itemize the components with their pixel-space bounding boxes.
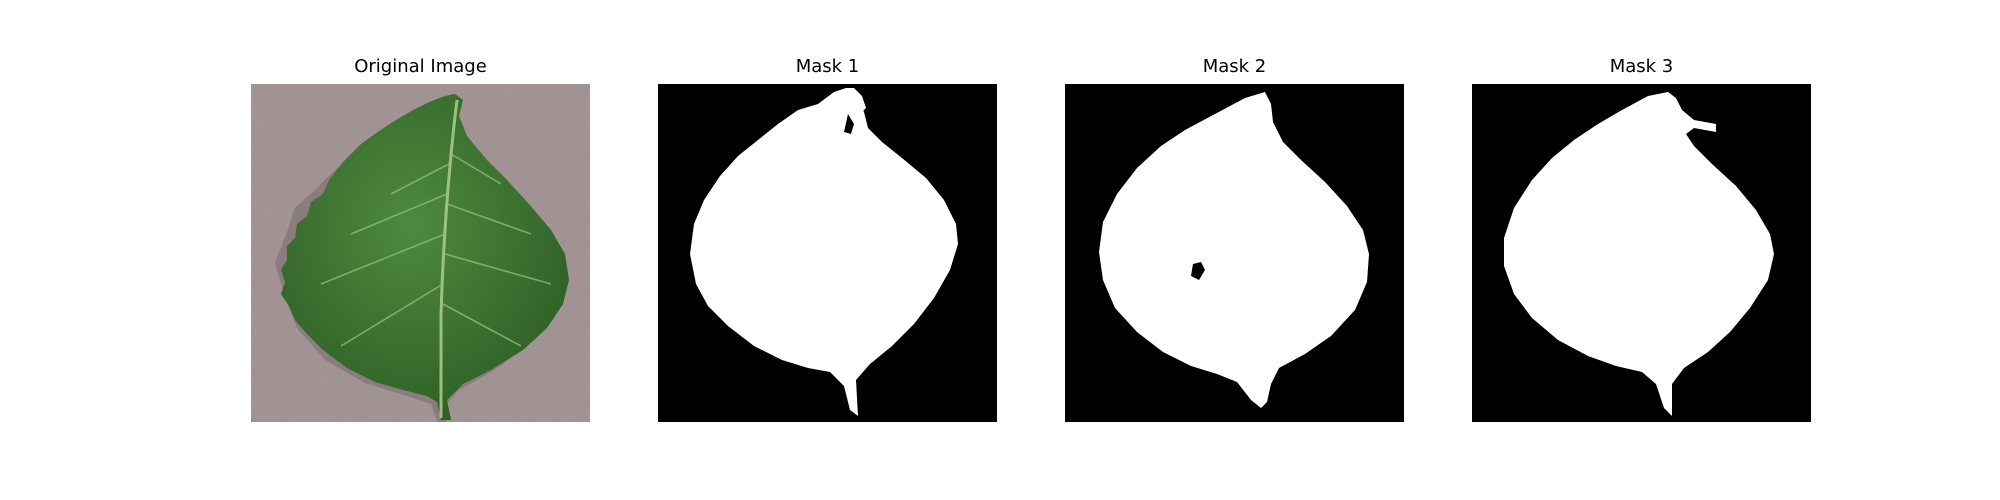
panel-title: Mask 3 xyxy=(1609,56,1674,77)
mask-leaf-region xyxy=(1099,92,1369,408)
mask-leaf-region xyxy=(690,88,958,416)
panel-title: Mask 2 xyxy=(1202,56,1267,77)
panel-mask-2: Mask 2 xyxy=(1065,56,1404,422)
mask-leaf-region xyxy=(1504,92,1774,416)
panel-title: Mask 1 xyxy=(795,56,860,77)
mask-1-image xyxy=(658,84,997,422)
mask-3-image xyxy=(1472,84,1811,422)
panel-mask-1: Mask 1 xyxy=(658,56,997,422)
panel-original-image: Original Image xyxy=(251,56,590,422)
mask-2-image xyxy=(1065,84,1404,422)
panel-title: Original Image xyxy=(354,56,487,77)
mask-hole xyxy=(1191,262,1205,280)
panel-mask-3: Mask 3 xyxy=(1472,56,1811,422)
original-leaf-photo xyxy=(251,84,590,422)
